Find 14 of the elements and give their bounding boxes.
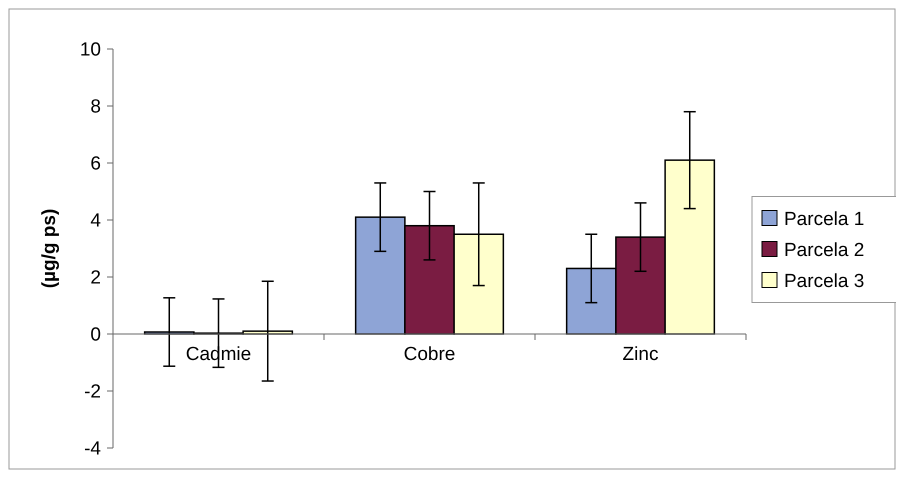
y-axis-title: (µg/g ps) [39, 208, 60, 288]
x-tick-label: Cobre [404, 344, 456, 365]
y-tick-label: 10 [80, 40, 101, 61]
y-tick-label: 6 [90, 154, 101, 175]
legend-label: Parcela 3 [784, 271, 864, 292]
y-tick-label: -4 [84, 438, 102, 460]
y-tick-label: 2 [90, 268, 101, 289]
x-tick-label: Zinc [622, 344, 658, 365]
y-tick-label: 4 [90, 210, 102, 232]
y-tick-label: 8 [90, 96, 101, 118]
y-tick-label: 0 [90, 324, 101, 346]
legend-label: Parcela 1 [784, 209, 864, 230]
y-tick-label: -2 [84, 382, 101, 403]
legend-label: Parcela 2 [784, 240, 864, 262]
